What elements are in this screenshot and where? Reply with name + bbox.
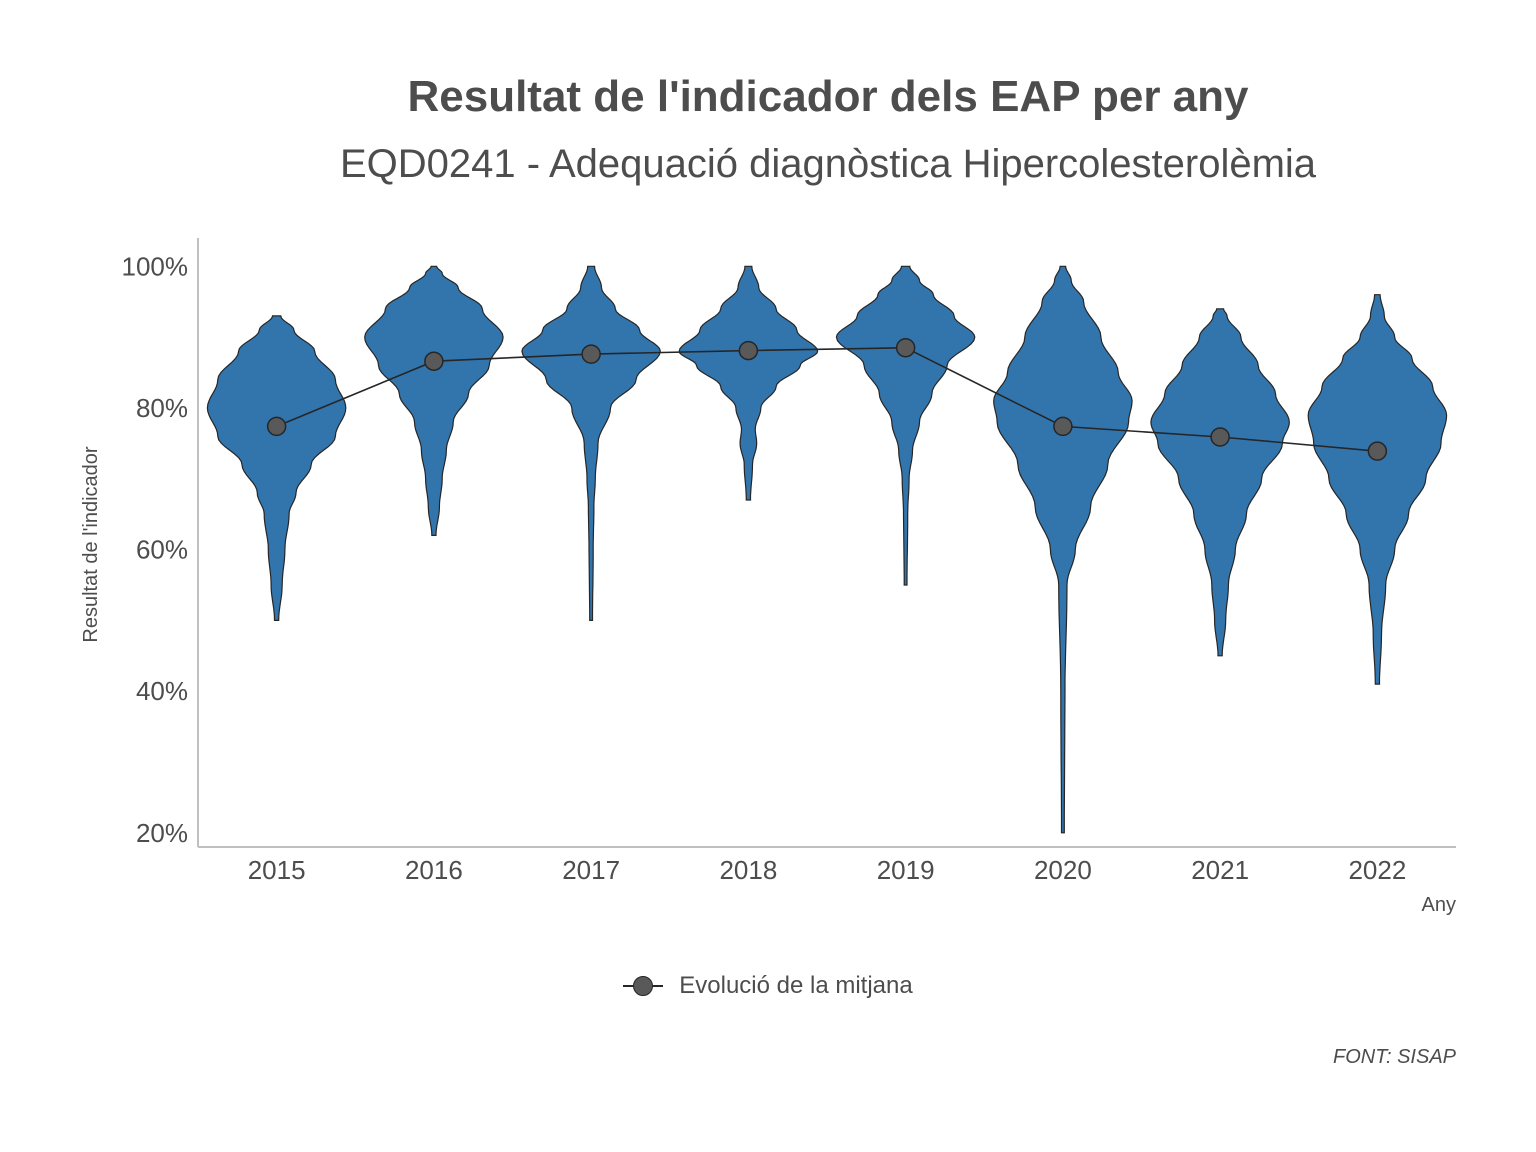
mean-point-2015 (266, 416, 287, 437)
legend: Evolució de la mitjana (0, 968, 1536, 1004)
x-tick-label: 2017 (562, 855, 620, 885)
y-tick-label: 40% (136, 676, 188, 706)
y-tick-label: 100% (122, 251, 189, 281)
violin-2016 (364, 265, 504, 536)
source-caption: FONT: SISAP (1333, 1046, 1456, 1068)
violin-2022 (1307, 294, 1448, 685)
x-tick-label: 2022 (1348, 855, 1406, 885)
legend-key-icon (623, 968, 664, 1004)
mean-line (276, 346, 1378, 452)
violin-2017 (521, 265, 661, 621)
x-tick-label: 2021 (1191, 855, 1249, 885)
mean-point-2016 (424, 351, 444, 371)
violin-2015 (206, 315, 347, 621)
x-tick-label: 2019 (877, 855, 935, 885)
x-tick-label: 2016 (405, 855, 463, 885)
legend-label: Evolució de la mitjana (679, 972, 913, 999)
y-tick-label: 80% (136, 393, 188, 423)
violin-2018 (678, 265, 819, 501)
mean-point-2018 (738, 340, 759, 361)
x-axis-title: Any (1422, 894, 1456, 916)
violin-2021 (1150, 308, 1290, 657)
chart-subtitle: EQD0241 - Adequació diagnòstica Hipercol… (339, 142, 1317, 186)
violin-2019 (835, 265, 976, 586)
x-tick-label: 2015 (248, 855, 306, 885)
mean-point-2022 (1367, 441, 1388, 461)
x-tick-label: 2020 (1034, 855, 1092, 885)
y-tick-label: 60% (136, 535, 188, 565)
mean-point-2019 (895, 338, 916, 358)
x-tick-label: 2018 (719, 855, 777, 885)
y-tick-label: 20% (136, 818, 188, 848)
violin-2020 (993, 265, 1133, 834)
y-axis-title: Resultat de l'indicador (80, 446, 102, 642)
mean-point-2017 (581, 344, 601, 364)
chart-title: Resultat de l'indicador dels EAP per any (407, 72, 1249, 121)
mean-point-2020 (1053, 416, 1073, 437)
mean-point-2021 (1210, 427, 1230, 447)
